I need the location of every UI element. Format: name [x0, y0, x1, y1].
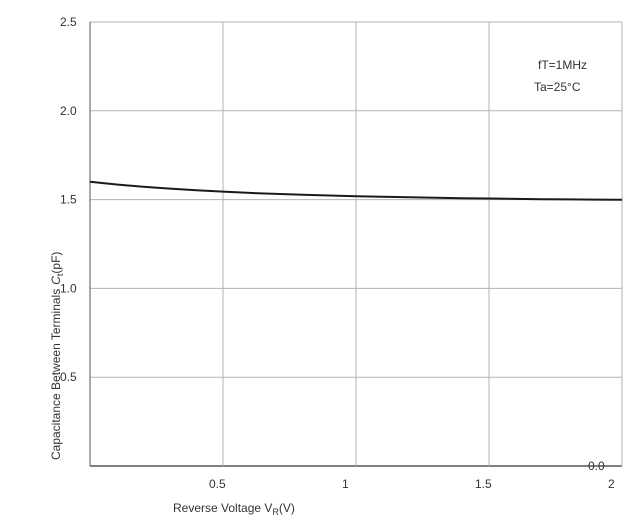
- y-axis-label-symbol: C: [49, 276, 63, 285]
- y-tick-label: 0.5: [60, 370, 77, 384]
- y-axis-label-unit: (pF): [49, 252, 63, 274]
- grid: [89, 21, 623, 467]
- y-tick-label: 1.0: [60, 281, 77, 295]
- tick-labels: 0.0 0.5 1.0 1.5 2.0 2.5 0.5 1 1.5 2: [60, 15, 615, 491]
- y-axis-label-text: Capacitance Between Terminals: [49, 289, 63, 460]
- y-tick-label: 2.0: [60, 104, 77, 118]
- annotation-temperature: Ta=25°C: [534, 80, 581, 94]
- x-axis-label-text: Reverse Voltage V: [173, 501, 272, 515]
- x-tick-label: 1: [342, 477, 349, 491]
- x-tick-label: 0.5: [209, 477, 226, 491]
- y-axis-label-sub: t: [55, 273, 65, 276]
- y-tick-label: 2.5: [60, 15, 77, 29]
- series-line-0: [89, 180, 623, 201]
- y-axis-label: Capacitance Between Terminals Ct(pF): [49, 252, 65, 460]
- x-tick-label: 1.5: [475, 477, 492, 491]
- x-tick-label: 2: [608, 477, 615, 491]
- x-axis-label: Reverse Voltage VR(V): [173, 501, 295, 517]
- x-axis-label-sub: R: [272, 507, 279, 517]
- x-axis-label-unit: (V): [279, 501, 295, 515]
- y-tick-label: 0.0: [588, 459, 605, 473]
- y-tick-label: 1.5: [60, 193, 77, 207]
- annotation-frequency: fT=1MHz: [538, 58, 587, 72]
- series: [89, 180, 623, 201]
